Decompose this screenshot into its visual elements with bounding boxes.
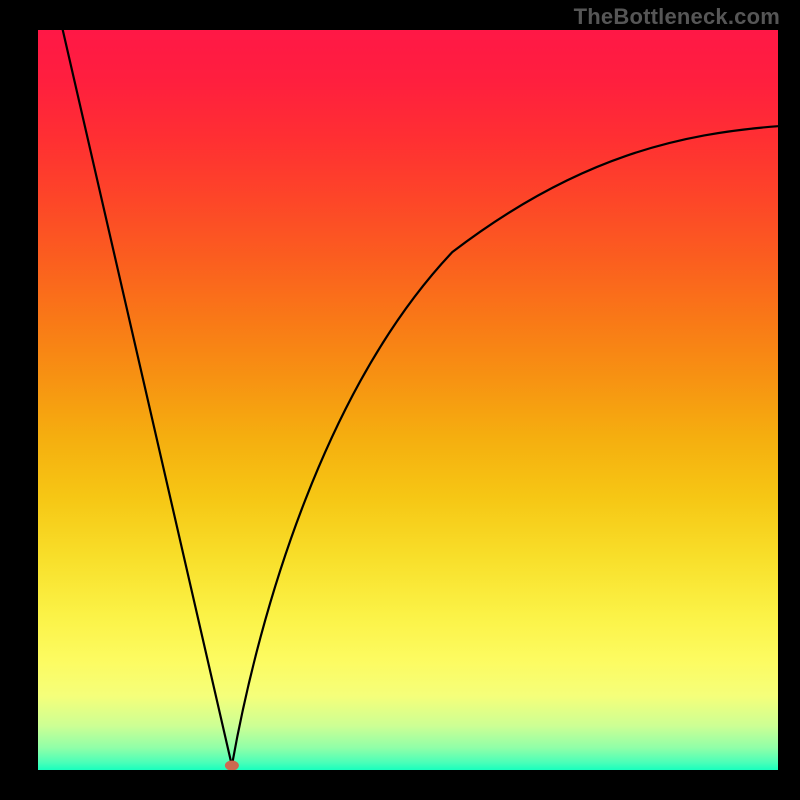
gradient-background [38, 30, 778, 770]
plot-area [38, 30, 778, 770]
plot-svg [38, 30, 778, 770]
watermark-text: TheBottleneck.com [574, 4, 780, 30]
